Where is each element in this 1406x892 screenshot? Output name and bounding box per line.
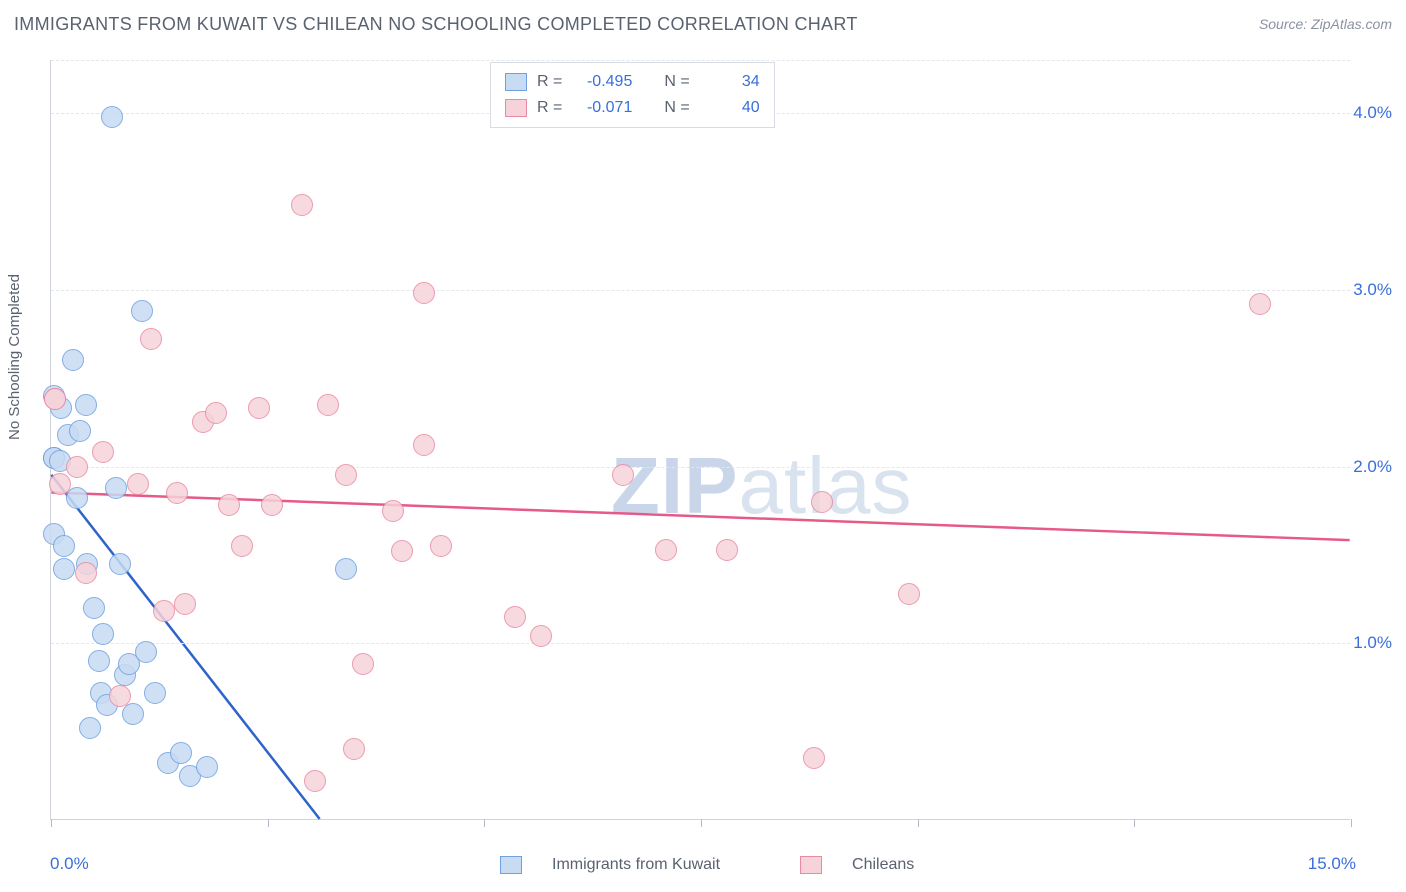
data-point: [335, 558, 357, 580]
data-point: [170, 742, 192, 764]
data-point: [109, 685, 131, 707]
data-point: [53, 535, 75, 557]
x-tick-label-max: 15.0%: [1308, 854, 1356, 874]
x-tick: [484, 819, 485, 827]
data-point: [530, 625, 552, 647]
data-point: [105, 477, 127, 499]
data-point: [88, 650, 110, 672]
data-point: [196, 756, 218, 778]
data-point: [69, 420, 91, 442]
gridline: [51, 60, 1350, 61]
data-point: [1249, 293, 1271, 315]
n-value: 34: [700, 69, 760, 95]
r-label: R =: [537, 69, 562, 95]
x-tick: [701, 819, 702, 827]
data-point: [803, 747, 825, 769]
y-tick-label: 4.0%: [1353, 103, 1392, 123]
data-point: [413, 282, 435, 304]
data-point: [261, 494, 283, 516]
data-point: [231, 535, 253, 557]
data-point: [391, 540, 413, 562]
data-point: [716, 539, 738, 561]
data-point: [92, 441, 114, 463]
data-point: [898, 583, 920, 605]
data-point: [49, 473, 71, 495]
data-point: [655, 539, 677, 561]
swatch-kuwait: [500, 856, 522, 874]
data-point: [62, 349, 84, 371]
data-point: [248, 397, 270, 419]
data-point: [153, 600, 175, 622]
legend-stats: R = -0.495 N = 34 R = -0.071 N = 40: [490, 62, 775, 128]
x-tick: [1134, 819, 1135, 827]
data-point: [612, 464, 634, 486]
data-point: [317, 394, 339, 416]
data-point: [166, 482, 188, 504]
swatch-kuwait: [505, 73, 527, 91]
data-point: [127, 473, 149, 495]
data-point: [382, 500, 404, 522]
data-point: [144, 682, 166, 704]
data-point: [430, 535, 452, 557]
y-tick-label: 1.0%: [1353, 633, 1392, 653]
data-point: [79, 717, 101, 739]
data-point: [44, 388, 66, 410]
x-tick: [918, 819, 919, 827]
source-label: Source: ZipAtlas.com: [1259, 16, 1392, 32]
data-point: [53, 558, 75, 580]
swatch-chileans: [505, 99, 527, 117]
swatch-chileans: [800, 856, 822, 874]
data-point: [504, 606, 526, 628]
scatter-plot: ZIPatlas: [50, 60, 1350, 820]
data-point: [135, 641, 157, 663]
legend-stats-row: R = -0.495 N = 34: [505, 69, 760, 95]
legend-series: Immigrants from Kuwait Chileans: [500, 856, 914, 874]
r-value: -0.495: [572, 69, 632, 95]
x-tick: [51, 819, 52, 827]
gridline: [51, 290, 1350, 291]
watermark: ZIPatlas: [611, 440, 912, 532]
data-point: [335, 464, 357, 486]
data-point: [83, 597, 105, 619]
n-label: N =: [664, 95, 689, 121]
data-point: [101, 106, 123, 128]
data-point: [352, 653, 374, 675]
x-tick: [1351, 819, 1352, 827]
gridline: [51, 643, 1350, 644]
data-point: [304, 770, 326, 792]
data-point: [413, 434, 435, 456]
data-point: [75, 394, 97, 416]
data-point: [109, 553, 131, 575]
y-axis-label: No Schooling Completed: [6, 274, 23, 440]
data-point: [218, 494, 240, 516]
data-point: [205, 402, 227, 424]
y-tick-label: 3.0%: [1353, 280, 1392, 300]
data-point: [140, 328, 162, 350]
data-point: [291, 194, 313, 216]
data-point: [92, 623, 114, 645]
r-label: R =: [537, 95, 562, 121]
data-point: [343, 738, 365, 760]
x-tick-label-min: 0.0%: [50, 854, 89, 874]
n-value: 40: [700, 95, 760, 121]
data-point: [75, 562, 97, 584]
legend-stats-row: R = -0.071 N = 40: [505, 95, 760, 121]
data-point: [66, 456, 88, 478]
data-point: [131, 300, 153, 322]
gridline: [51, 467, 1350, 468]
data-point: [66, 487, 88, 509]
data-point: [174, 593, 196, 615]
data-point: [811, 491, 833, 513]
series-label-kuwait: Immigrants from Kuwait: [552, 856, 720, 874]
n-label: N =: [664, 69, 689, 95]
series-label-chileans: Chileans: [852, 856, 914, 874]
chart-title: IMMIGRANTS FROM KUWAIT VS CHILEAN NO SCH…: [14, 14, 858, 35]
x-tick: [268, 819, 269, 827]
y-tick-label: 2.0%: [1353, 457, 1392, 477]
data-point: [122, 703, 144, 725]
r-value: -0.071: [572, 95, 632, 121]
